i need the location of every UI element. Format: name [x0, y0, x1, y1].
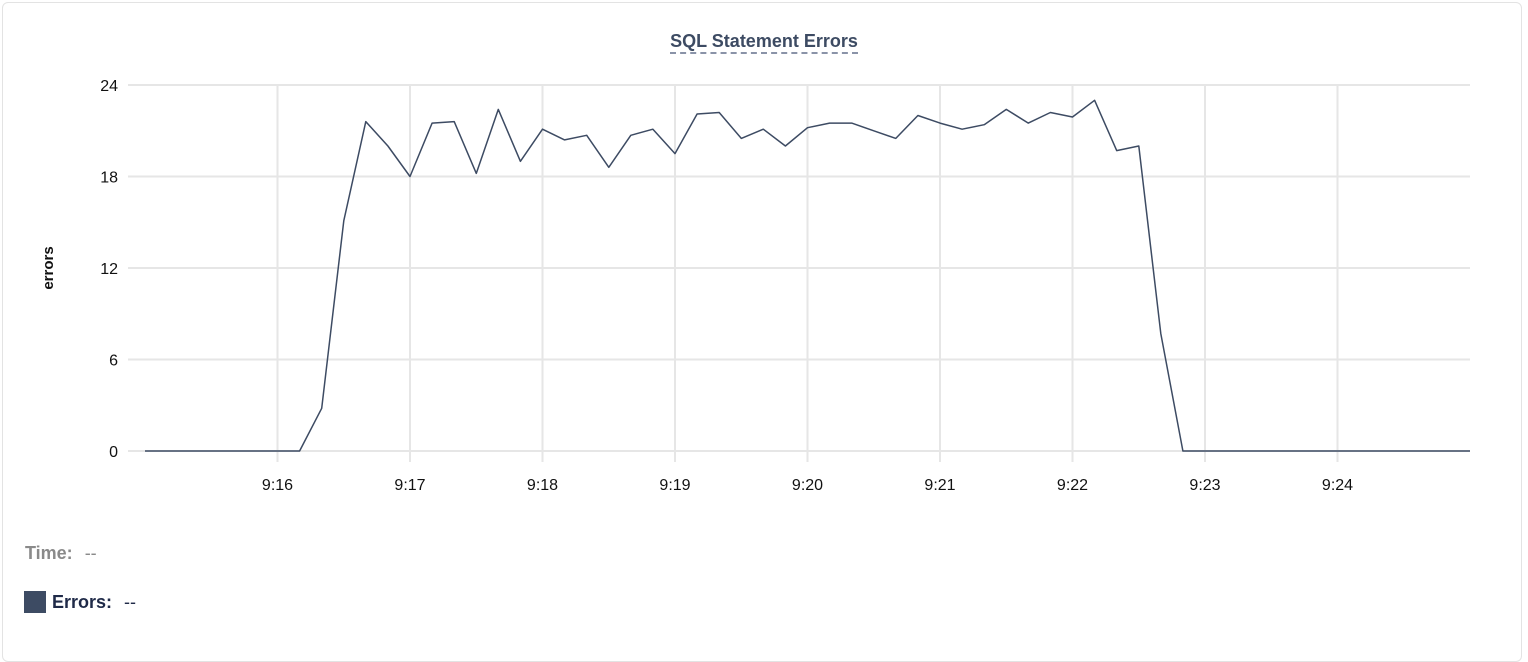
x-tick-label: 9:18 [527, 477, 558, 494]
series-errors [145, 99, 1470, 452]
chart-title-wrap: SQL Statement Errors [0, 31, 1528, 54]
time-label: Time: [25, 543, 73, 563]
y-tick-label: 6 [109, 353, 118, 370]
x-tick-label: 9:16 [262, 477, 293, 494]
x-tick-label: 9:19 [659, 477, 690, 494]
errors-value: -- [124, 591, 137, 612]
y-tick-label: 18 [100, 170, 118, 187]
legend-errors[interactable]: Errors: -- [24, 591, 136, 613]
series-line-errors [145, 99, 1470, 452]
y-tick-label: 24 [100, 78, 118, 95]
errors-label: Errors: [52, 591, 113, 612]
y-axis-label: errors [40, 246, 57, 289]
x-tick-labels: 9:16 9:17 9:18 9:19 9:20 9:21 9:22 9:23 9:24 [262, 477, 1353, 494]
x-tick-label: 9:21 [924, 477, 955, 494]
time-value: -- [84, 543, 97, 563]
x-tick-label: 9:20 [792, 477, 823, 494]
errors-color-swatch [24, 591, 46, 613]
x-tick-label: 9:17 [394, 477, 425, 494]
grid [128, 84, 1470, 462]
y-tick-label: 12 [100, 261, 118, 278]
x-tick-label: 9:23 [1189, 477, 1220, 494]
y-tick-label: 0 [109, 444, 118, 461]
chart-title[interactable]: SQL Statement Errors [670, 31, 858, 54]
x-tick-label: 9:24 [1322, 477, 1353, 494]
legend-time: Time: -- [25, 543, 97, 564]
y-tick-labels: 0 6 12 18 24 [100, 78, 118, 461]
x-tick-label: 9:22 [1057, 477, 1088, 494]
